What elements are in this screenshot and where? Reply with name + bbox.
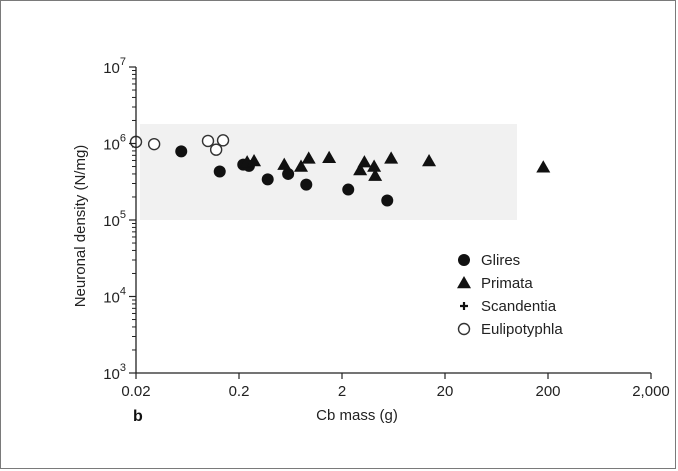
glires-point bbox=[300, 178, 313, 191]
primata-point bbox=[368, 168, 383, 181]
scandentia-legend-marker bbox=[460, 302, 468, 310]
primata-point bbox=[536, 160, 551, 173]
y-tick-label: 107 bbox=[103, 56, 126, 77]
primata-legend-label: Primata bbox=[481, 275, 533, 292]
primata-point bbox=[367, 159, 382, 172]
y-tick-label: 105 bbox=[103, 209, 126, 230]
scandentia-legend-label: Scandentia bbox=[481, 298, 557, 315]
eulipotyphla-point bbox=[147, 137, 161, 151]
x-axis-label: Cb mass (g) bbox=[316, 407, 398, 424]
primata-point bbox=[322, 150, 337, 164]
x-tick-label: 0.02 bbox=[121, 383, 150, 400]
eulipotyphla-legend-marker bbox=[457, 322, 471, 336]
y-axis-ticks: 103 104 105 106 107 bbox=[103, 56, 136, 383]
x-tick-label: 200 bbox=[535, 383, 560, 400]
glires-point bbox=[381, 194, 394, 207]
primata-point bbox=[353, 163, 368, 176]
glires-legend-label: Glires bbox=[481, 252, 520, 269]
y-axis-label: Neuronal density (N/mg) bbox=[72, 145, 89, 308]
eulipotyphla-legend-label: Eulipotyphla bbox=[481, 321, 563, 338]
primata-point bbox=[247, 154, 262, 167]
primata-point bbox=[384, 151, 399, 164]
legend: Glires Primata Scandentia Eulipotyphla bbox=[457, 252, 563, 338]
y-tick-label: 103 bbox=[103, 362, 126, 383]
x-tick-label: 20 bbox=[437, 383, 454, 400]
eulipotyphla-point bbox=[209, 143, 223, 156]
primata-point bbox=[294, 159, 309, 172]
primata-point bbox=[422, 154, 437, 167]
glires-point bbox=[213, 165, 226, 178]
glires-point bbox=[342, 183, 355, 196]
glires-legend-marker bbox=[458, 254, 470, 266]
primata-point bbox=[357, 155, 372, 168]
y-tick-label: 104 bbox=[103, 286, 126, 307]
glires-point bbox=[175, 145, 188, 158]
x-axis-ticks: 0.02 0.2 2 20 200 2,000 bbox=[121, 373, 670, 400]
primata-point bbox=[277, 157, 292, 170]
y-tick-label: 106 bbox=[103, 133, 126, 154]
panel-label: b bbox=[133, 408, 143, 425]
data-points bbox=[129, 134, 551, 207]
eulipotyphla-point bbox=[201, 134, 215, 148]
x-tick-label: 0.2 bbox=[229, 383, 250, 400]
shaded-band bbox=[140, 123, 517, 220]
x-tick-label: 2 bbox=[338, 383, 346, 400]
glires-point bbox=[282, 167, 295, 180]
primata-legend-marker bbox=[457, 276, 471, 289]
eulipotyphla-point bbox=[216, 134, 230, 147]
glires-point bbox=[261, 173, 274, 186]
primata-point bbox=[301, 151, 316, 164]
x-tick-label: 2,000 bbox=[632, 383, 670, 400]
